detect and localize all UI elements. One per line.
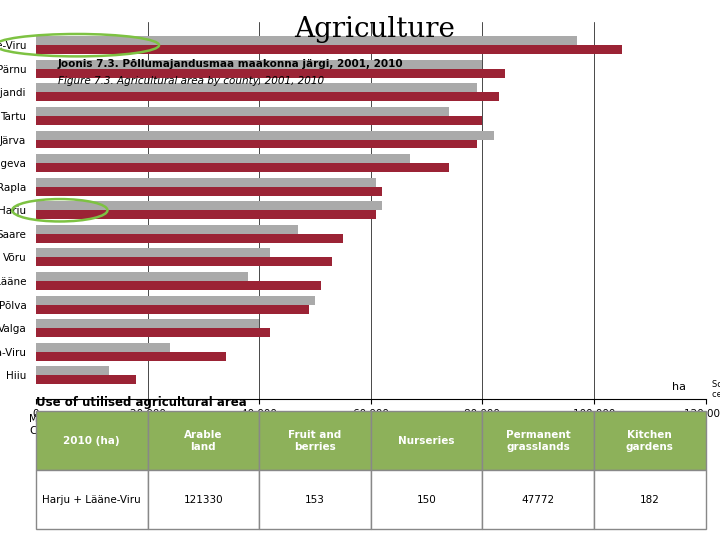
Text: Use of utilised agricultural area: Use of utilised agricultural area: [36, 396, 247, 409]
Bar: [36, 187, 382, 195]
Bar: [36, 178, 377, 187]
Text: Joonis 7.3. Põllumajandusmaa maakonna järgi, 2001, 2010: Joonis 7.3. Põllumajandusmaa maakonna jä…: [58, 59, 403, 70]
Bar: [36, 139, 477, 148]
Bar: [36, 328, 271, 337]
Bar: [36, 69, 505, 78]
Text: Maakond
County: Maakond County: [30, 414, 76, 436]
Bar: [36, 352, 226, 361]
Bar: [36, 258, 332, 266]
Bar: [36, 305, 310, 314]
Text: Source: Agricultural
census, 2012: Source: Agricultural census, 2012: [712, 380, 720, 399]
Bar: [36, 225, 298, 234]
Bar: [36, 272, 248, 281]
Bar: [36, 210, 377, 219]
Text: Figure 7.3. Agricultural area by county, 2001, 2010: Figure 7.3. Agricultural area by county,…: [58, 76, 324, 86]
Bar: [36, 131, 494, 139]
Bar: [36, 45, 622, 54]
Bar: [36, 60, 482, 69]
Bar: [36, 375, 137, 384]
Bar: [36, 92, 499, 102]
Bar: [36, 366, 109, 375]
Bar: [36, 83, 477, 92]
Bar: [36, 154, 410, 163]
Bar: [36, 295, 315, 305]
Bar: [36, 201, 382, 210]
Bar: [36, 107, 449, 116]
Bar: [36, 281, 320, 290]
Text: Agriculture: Agriculture: [294, 16, 455, 43]
Text: ha: ha: [672, 382, 685, 392]
Bar: [36, 234, 343, 243]
Bar: [36, 116, 482, 125]
Bar: [36, 248, 271, 258]
Bar: [36, 343, 170, 352]
Bar: [36, 36, 577, 45]
Bar: [36, 319, 259, 328]
Bar: [36, 163, 449, 172]
